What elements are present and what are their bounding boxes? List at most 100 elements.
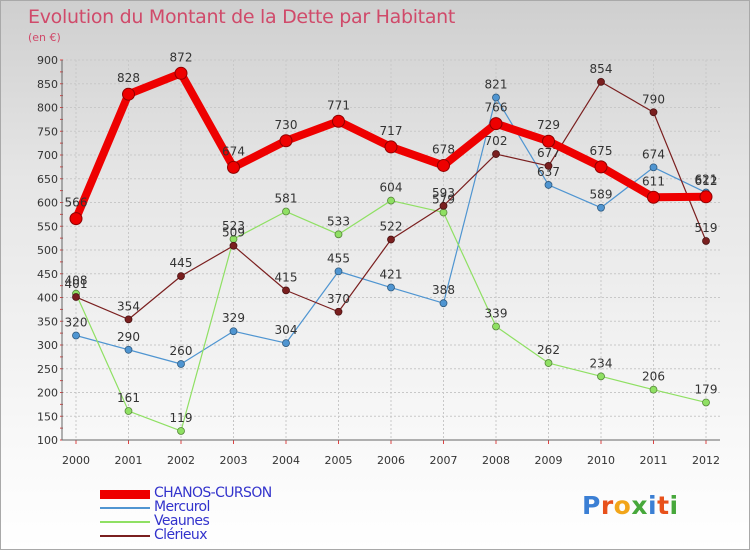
- data-label: 262: [537, 343, 560, 357]
- data-label: 260: [170, 344, 193, 358]
- data-point: [174, 66, 188, 80]
- data-label: 329: [222, 311, 245, 325]
- legend-label: Clérieux: [154, 527, 208, 543]
- y-tick-label: 900: [37, 54, 58, 67]
- x-tick-label: 2007: [430, 454, 458, 467]
- data-label: 678: [432, 142, 455, 156]
- data-point: [542, 134, 555, 148]
- y-tick-label: 350: [37, 315, 58, 328]
- y-tick-label: 500: [37, 244, 58, 257]
- y-tick-label: 400: [37, 292, 58, 305]
- data-point: [177, 272, 185, 281]
- data-label: 119: [170, 411, 193, 425]
- y-tick-label: 450: [37, 268, 58, 281]
- x-tick-label: 2001: [115, 454, 143, 467]
- legend-swatch: [100, 507, 150, 509]
- data-label: 161: [117, 391, 140, 405]
- data-label: 304: [275, 323, 298, 337]
- data-label: 509: [222, 226, 245, 240]
- data-label: 702: [485, 134, 508, 148]
- y-tick-label: 100: [37, 434, 58, 447]
- legend-label: Mercurol: [154, 499, 210, 515]
- data-point: [492, 93, 500, 102]
- x-tick-label: 2008: [482, 454, 510, 467]
- data-point: [439, 208, 448, 217]
- data-point: [702, 237, 710, 245]
- data-point: [544, 359, 553, 367]
- chart-title: Evolution du Montant de la Dette par Hab…: [28, 6, 456, 28]
- data-point: [594, 160, 608, 174]
- data-label: 455: [327, 251, 350, 265]
- data-label: 415: [275, 270, 298, 284]
- data-label: 730: [275, 118, 298, 132]
- x-tick-label: 2004: [272, 454, 300, 467]
- logo-letter: x: [631, 491, 648, 520]
- data-point: [439, 201, 448, 210]
- data-label: 370: [327, 292, 350, 306]
- y-tick-label: 150: [37, 410, 58, 423]
- y-tick-label: 750: [37, 125, 58, 138]
- data-point: [177, 360, 185, 368]
- data-point: [334, 307, 343, 316]
- logo-letter: P: [582, 491, 601, 520]
- data-label: 519: [695, 221, 718, 235]
- data-point: [649, 108, 658, 117]
- data-point: [124, 345, 133, 354]
- proxiti-logo: Proxiti: [582, 491, 679, 520]
- x-tick-label: 2012: [692, 454, 720, 467]
- data-point: [649, 163, 658, 172]
- y-tick-label: 200: [37, 387, 58, 400]
- data-label: 611: [642, 174, 665, 188]
- data-point: [597, 372, 605, 381]
- data-label: 290: [117, 330, 140, 344]
- y-tick-label: 850: [37, 78, 58, 91]
- data-label: 612: [695, 174, 718, 188]
- data-label: 581: [275, 192, 298, 206]
- data-label: 675: [590, 144, 613, 158]
- data-point: [384, 140, 398, 154]
- data-label: 408: [65, 274, 88, 288]
- data-label: 828: [117, 71, 140, 85]
- logo-letter: o: [613, 491, 632, 520]
- data-label: 674: [222, 144, 245, 158]
- data-point: [702, 398, 710, 407]
- data-label: 771: [327, 98, 350, 112]
- data-point: [122, 87, 135, 101]
- x-tick-label: 2000: [62, 454, 90, 467]
- data-label: 604: [380, 181, 403, 195]
- logo-letter: r: [600, 491, 614, 520]
- logo-letter: i: [669, 491, 679, 520]
- data-label: 790: [642, 92, 665, 106]
- data-point: [492, 322, 500, 331]
- data-label: 234: [590, 356, 613, 370]
- x-tick-label: 2002: [167, 454, 195, 467]
- data-label: 320: [65, 316, 88, 330]
- data-point: [72, 331, 80, 340]
- data-point: [332, 114, 345, 128]
- data-point: [699, 190, 713, 204]
- data-label: 674: [642, 147, 665, 161]
- y-tick-label: 600: [37, 197, 58, 210]
- chart-subtitle: (en €): [28, 31, 61, 44]
- data-point: [387, 235, 395, 244]
- y-tick-label: 550: [37, 220, 58, 233]
- data-point: [229, 327, 238, 336]
- legend-label: Veaunes: [154, 513, 210, 529]
- data-point: [124, 407, 133, 415]
- data-label: 522: [380, 220, 403, 234]
- data-label: 523: [222, 219, 245, 233]
- data-label: 354: [117, 299, 140, 313]
- data-point: [334, 230, 343, 239]
- data-point: [544, 162, 553, 170]
- data-label: 339: [485, 306, 508, 320]
- legend-swatch: [100, 535, 150, 537]
- data-label: 388: [432, 283, 455, 297]
- data-point: [227, 160, 240, 174]
- data-point: [492, 150, 500, 158]
- x-tick-label: 2006: [377, 454, 405, 467]
- data-point: [334, 267, 343, 276]
- data-label: 533: [327, 214, 350, 228]
- data-label: 589: [590, 188, 613, 202]
- data-label: 401: [65, 277, 88, 291]
